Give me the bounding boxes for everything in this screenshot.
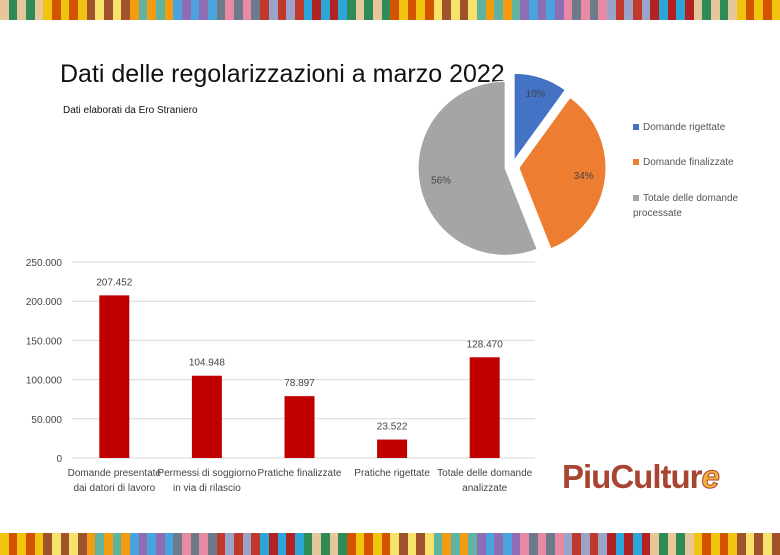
x-category-label: in via di rilascio: [173, 483, 241, 494]
page-title: Dati delle regolarizzazioni a marzo 2022: [60, 60, 505, 88]
bar: [284, 396, 315, 458]
pie-slice: [417, 80, 538, 256]
legend-swatch: [633, 195, 639, 201]
y-tick-label: 0: [56, 454, 62, 465]
pie-slice: [518, 96, 607, 250]
pie-data-label: 56%: [431, 176, 451, 187]
bar-data-label: 207.452: [96, 277, 133, 288]
legend-swatch: [633, 159, 639, 165]
top-stripe-border: [0, 0, 780, 20]
bar: [377, 439, 408, 458]
legend-item: Domande finalizzate: [633, 155, 763, 170]
pie-data-label: 34%: [574, 171, 594, 182]
pie-data-label: 10%: [526, 89, 546, 100]
legend-label: Domande finalizzate: [643, 157, 734, 168]
x-category-label: Domande presentate: [68, 468, 162, 479]
y-tick-label: 50.000: [31, 415, 62, 426]
legend-label: Totale delle domande processate: [633, 193, 739, 219]
subtitle: Dati elaborati da Ero Straniero: [63, 105, 198, 116]
legend-item: Totale delle domande processate: [633, 191, 763, 221]
bar: [469, 357, 500, 458]
logo-e: e: [701, 458, 720, 496]
legend-item: Domande rigettate: [633, 120, 763, 135]
bar-data-label: 78.897: [284, 378, 315, 389]
x-category-label: Permessi di soggiorno: [157, 468, 256, 479]
pie-slice: [513, 72, 566, 162]
bar-data-label: 104.948: [189, 358, 226, 369]
x-category-label: analizzate: [462, 483, 507, 494]
bar-data-label: 23.522: [377, 422, 408, 433]
bar: [191, 375, 222, 458]
x-category-label: Totale delle domande: [437, 468, 533, 479]
y-tick-label: 200.000: [26, 297, 63, 308]
x-category-label: Pratiche finalizzate: [258, 468, 342, 479]
x-category-label: Pratiche rigettate: [354, 468, 430, 479]
bar-data-label: 128.470: [467, 339, 504, 350]
legend-label: Domande rigettate: [643, 122, 726, 133]
y-tick-label: 150.000: [26, 336, 63, 347]
x-category-label: dai datori di lavoro: [73, 483, 155, 494]
logo-text: PiuCultur: [562, 458, 702, 495]
bottom-stripe-border: [0, 533, 780, 555]
bar: [99, 295, 130, 458]
y-tick-label: 250.000: [26, 258, 63, 269]
legend-swatch: [633, 124, 639, 130]
piuculture-logo: PiuCulture: [562, 458, 720, 496]
y-tick-label: 100.000: [26, 376, 63, 387]
